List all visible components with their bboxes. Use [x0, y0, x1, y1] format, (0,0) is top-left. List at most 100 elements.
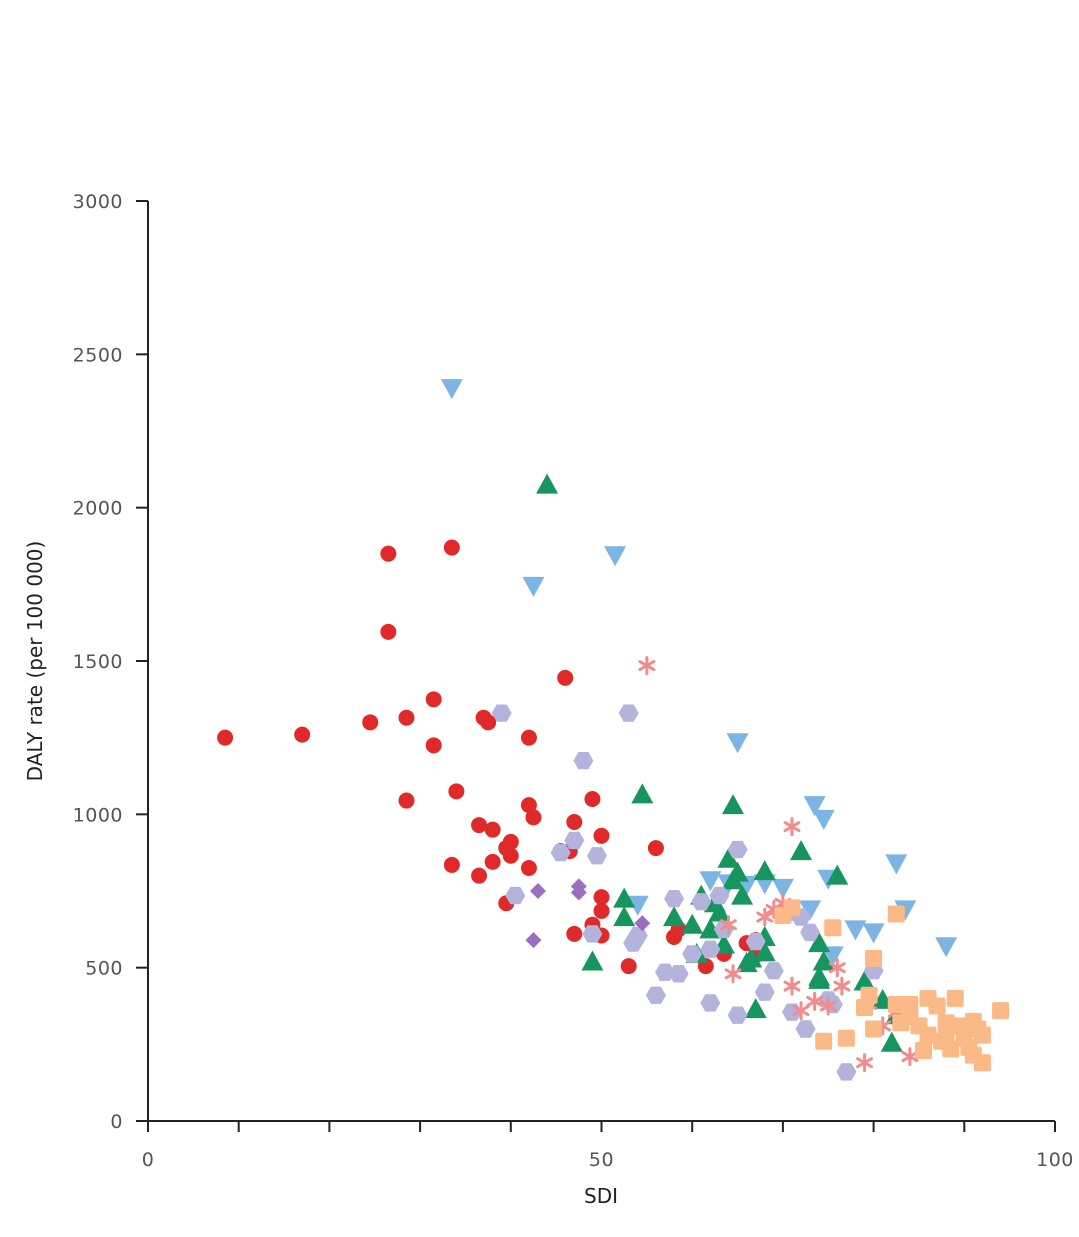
point-square	[837, 1029, 855, 1047]
point-circle	[520, 797, 537, 814]
point-asterisk-stroke	[783, 980, 801, 992]
point-asterisk	[638, 656, 656, 676]
point-hexagon	[836, 1063, 857, 1081]
point-triangle-up	[717, 847, 740, 868]
point-asterisk	[792, 1001, 810, 1021]
point-asterisk	[901, 1047, 919, 1067]
point-triangle-down	[626, 895, 649, 916]
point-triangle-up	[708, 901, 731, 922]
point-hexagon	[645, 986, 666, 1004]
point-hexagon	[682, 945, 703, 963]
point-asterisk-stroke	[783, 821, 801, 833]
point-circle	[294, 726, 311, 743]
x-axis-title: SDI	[584, 1184, 618, 1208]
point-square	[942, 1040, 960, 1058]
y-axis-tick-labels: 0 500 1000 1500 2000 2500 3000	[73, 191, 123, 1133]
point-hexagon	[763, 962, 784, 980]
point-asterisk	[756, 907, 774, 927]
point-asterisk	[828, 958, 846, 978]
point-asterisk-stroke	[638, 660, 656, 672]
point-circle	[593, 902, 610, 919]
x-tick-label: 50	[589, 1149, 614, 1171]
point-triangle-up	[853, 970, 876, 991]
point-circle	[398, 792, 415, 809]
point-triangle-down	[522, 576, 545, 597]
point-circle	[502, 833, 519, 850]
point-hexagon	[664, 890, 685, 908]
point-circle	[471, 867, 488, 884]
point-asterisk-stroke	[833, 980, 851, 992]
point-hexagon	[795, 1020, 816, 1038]
point-hexagon	[745, 932, 766, 951]
point-hexagon	[727, 1006, 748, 1024]
point-hexagon	[550, 844, 571, 862]
x-axis-tick-labels: 0 50 100	[142, 1149, 1074, 1171]
point-circle	[525, 809, 542, 826]
point-asterisk-stroke	[792, 1005, 810, 1017]
y-tick-label: 2500	[73, 344, 123, 366]
point-hexagon	[582, 925, 603, 943]
point-square	[860, 986, 878, 1004]
point-triangle-down	[894, 900, 917, 921]
point-square	[928, 997, 946, 1015]
point-diamond	[530, 883, 547, 899]
point-circle	[566, 925, 583, 942]
x-axis-ticks	[147, 1121, 1056, 1132]
point-triangle-up	[613, 906, 636, 927]
point-triangle-up	[581, 950, 604, 971]
point-triangle-up	[753, 860, 776, 881]
point-hexagon	[655, 963, 675, 981]
point-hexagon	[700, 940, 721, 958]
y-tick-label: 1500	[73, 651, 123, 673]
point-triangle-down	[726, 733, 749, 754]
point-square	[887, 905, 905, 923]
point-circle	[566, 814, 583, 830]
point-triangle-up	[731, 884, 754, 905]
point-hexagon	[691, 893, 712, 911]
data-points	[217, 379, 1010, 1081]
point-asterisk-stroke	[901, 1051, 919, 1063]
point-asterisk-stroke	[806, 995, 824, 1007]
point-triangle-down	[935, 937, 958, 958]
point-triangle-up	[631, 783, 654, 804]
point-hexagon	[587, 847, 607, 865]
point-hexagon	[668, 965, 689, 983]
point-circle	[584, 791, 601, 807]
point-diamond	[634, 915, 651, 932]
point-asterisk-stroke	[828, 962, 846, 974]
point-hexagon	[491, 704, 512, 722]
point-circle	[593, 889, 610, 906]
point-triangle-up	[681, 913, 704, 934]
point-triangle-up	[808, 965, 831, 986]
point-circle	[448, 783, 465, 800]
point-asterisk	[833, 976, 851, 996]
point-triangle-down	[844, 920, 867, 941]
point-triangle-up	[753, 941, 776, 962]
point-triangle-down	[885, 854, 908, 875]
point-circle	[443, 539, 460, 556]
point-hexagon	[573, 752, 594, 770]
point-circle	[484, 821, 501, 838]
point-asterisk-stroke	[819, 1000, 837, 1012]
point-circle	[593, 827, 610, 844]
point-triangle-down	[862, 923, 885, 944]
point-square	[887, 995, 905, 1013]
point-triangle-up	[880, 1031, 903, 1052]
point-circle	[398, 709, 415, 726]
point-hexagon	[754, 983, 775, 1001]
point-square	[937, 1023, 955, 1041]
point-asterisk-stroke	[756, 911, 774, 923]
point-asterisk-stroke	[720, 919, 737, 931]
point-circle	[557, 669, 574, 686]
point-square	[824, 919, 842, 937]
point-circle	[425, 691, 442, 708]
y-axis: 0 500 1000 1500 2000 2500 3000 DALY rate (per …	[23, 191, 149, 1133]
point-triangle-down	[771, 878, 794, 899]
point-circle	[380, 545, 397, 562]
point-triangle-up	[826, 864, 849, 885]
point-asterisk-stroke	[856, 1057, 873, 1069]
point-triangle-down	[440, 379, 463, 400]
point-triangle-up	[699, 918, 722, 939]
point-square	[815, 1032, 833, 1050]
point-asterisk	[720, 915, 737, 935]
